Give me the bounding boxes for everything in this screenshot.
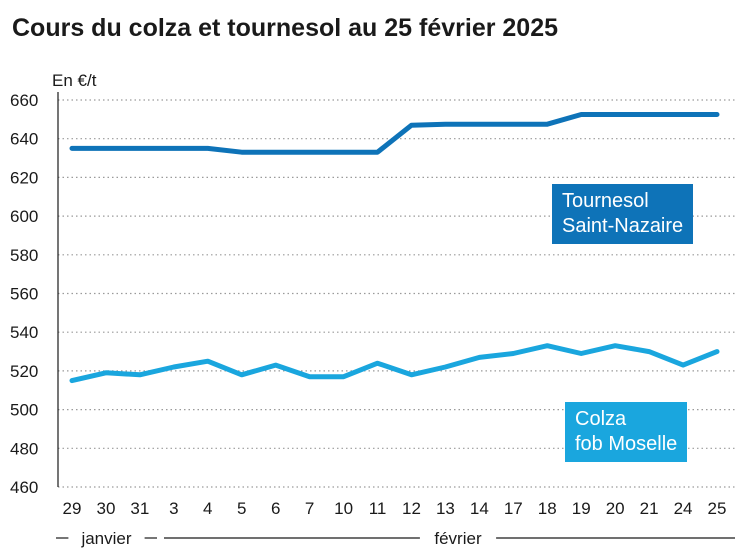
x-tick-15: 19 — [572, 499, 591, 518]
x-tick-0: 29 — [63, 499, 82, 518]
series-lines — [69, 112, 720, 384]
legend-colza-line-2: fob Moselle — [575, 433, 678, 455]
y-tick-520: 520 — [10, 362, 38, 381]
x-tick-7: 7 — [305, 499, 314, 518]
y-axis-label: En €/t — [52, 71, 97, 90]
x-tick-9: 11 — [369, 499, 387, 518]
month-label-1: février — [434, 529, 482, 548]
x-tick-10: 12 — [402, 499, 421, 518]
legend-tournesol: Tournesol Saint-Nazaire — [552, 184, 694, 244]
y-tick-540: 540 — [10, 323, 38, 342]
x-tick-13: 17 — [504, 499, 523, 518]
series-line-1 — [69, 343, 720, 384]
y-tick-500: 500 — [10, 401, 38, 420]
y-tick-460: 460 — [10, 478, 38, 497]
x-axis-ticks: 29 30 31 3 4 5 6 7 10 11 12 13 14 17 18 19 20 21 24 25 — [63, 499, 727, 518]
x-tick-19: 25 — [708, 499, 727, 518]
x-tick-4: 4 — [203, 499, 212, 518]
chart-title: Cours du colza et tournesol au 25 févrie… — [12, 14, 559, 42]
y-tick-640: 640 — [10, 130, 38, 149]
y-tick-620: 620 — [10, 168, 38, 187]
x-tick-16: 20 — [606, 499, 625, 518]
series-line-0 — [69, 112, 720, 155]
y-tick-600: 600 — [10, 207, 38, 226]
x-tick-6: 6 — [271, 499, 280, 518]
x-tick-14: 18 — [538, 499, 557, 518]
y-axis-ticks: 460 480 500 520 540 560 580 600 620 640 660 — [10, 91, 38, 497]
x-tick-12: 14 — [470, 499, 489, 518]
legend-colza: Colza fob Moselle — [565, 402, 688, 462]
legend-tournesol-line-2: Saint-Nazaire — [562, 215, 684, 237]
x-tick-5: 5 — [237, 499, 246, 518]
x-tick-3: 3 — [169, 499, 178, 518]
x-tick-18: 24 — [674, 499, 693, 518]
x-tick-1: 30 — [96, 499, 115, 518]
legend-colza-line-1: Colza — [575, 408, 627, 430]
legend-tournesol-line-1: Tournesol — [562, 190, 649, 212]
x-tick-2: 31 — [130, 499, 149, 518]
y-tick-660: 660 — [10, 91, 38, 110]
y-tick-480: 480 — [10, 439, 38, 458]
y-tick-580: 580 — [10, 246, 38, 265]
x-tick-17: 21 — [640, 499, 659, 518]
x-tick-11: 13 — [436, 499, 455, 518]
x-tick-8: 10 — [334, 499, 353, 518]
y-tick-560: 560 — [10, 285, 38, 304]
month-labels: janvier février — [56, 529, 735, 548]
month-label-0: janvier — [80, 529, 131, 548]
